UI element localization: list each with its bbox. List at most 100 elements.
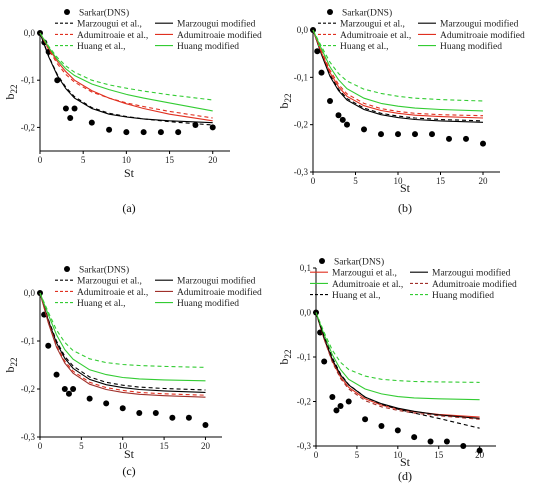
y-tick-label: -0,2 [21,122,35,132]
series-line [39,292,206,368]
legend-label: Huang et al., [332,291,381,301]
legend-marker [319,258,325,264]
data-point [103,400,110,407]
data-point [65,390,72,397]
y-tick-label: -0,3 [297,441,312,451]
y-tick-label: 0,0 [24,288,36,298]
panel-1: 0 5 10 15 200,0-0,1-0,2Stb22(a)Sarkar(DNS)Ma… [3,8,262,216]
data-point [463,135,469,142]
data-point [337,402,344,409]
x-tick-label: 15 [165,155,175,165]
data-point [67,114,74,121]
legend-label: Huang modified [177,41,239,52]
data-point [152,410,159,416]
data-point [318,69,325,76]
y-tick-label: -0,2 [21,384,35,394]
series-line [312,29,484,119]
data-point [333,407,340,414]
legend-label: Huang et al., [340,42,389,52]
x-tick-label: 5 [81,155,86,165]
x-tick-label: 15 [434,450,444,460]
data-point [123,129,130,136]
data-point [378,131,384,138]
x-tick-label: 0 [311,176,316,186]
series-line [39,32,213,101]
data-point [45,342,52,349]
legend-label: Marzougui modified [177,19,256,30]
series-line [39,32,213,119]
y-axis-label-subscript: 22 [283,350,293,359]
panel-label: (d) [398,469,412,483]
data-point [446,135,452,142]
data-point [394,427,401,434]
y-axis-label-subscript: 22 [283,94,293,103]
data-point [70,386,77,392]
data-point [335,112,342,119]
legend: Sarkar(DNS)Marzougui et al., Marzougui mo… [318,8,525,52]
data-point [61,386,68,392]
legend-label: Huang modified [432,290,494,301]
data-point [185,414,192,421]
x-tick-label: 20 [475,450,485,460]
y-tick-label: 0,1 [300,263,311,273]
data-point [175,129,182,136]
x-tick-label: 0 [38,155,43,165]
data-point [329,394,336,401]
x-axis-label: St [400,181,411,195]
legend-label: Marzougui modified [432,268,511,279]
data-point [460,443,467,449]
data-point [86,395,93,402]
legend-label: Marzougui et al., [332,269,397,279]
legend: Sarkar(DNS)Marzougui et al., Marzougui mo… [55,265,262,309]
x-tick-label: 20 [208,155,218,165]
x-axis-label: St [124,447,135,461]
data-point [429,131,435,138]
x-tick-label: 10 [118,441,128,451]
data-point [140,129,147,136]
y-tick-label: -0,3 [21,432,36,442]
data-point [345,398,352,405]
legend-label: Marzougui et al., [77,20,142,30]
data-point [321,358,328,365]
y-tick-label: -0,1 [21,75,35,85]
series-line [315,312,480,419]
x-tick-label: 0 [38,441,43,451]
legend-label: Huang et al., [77,299,126,309]
y-axis-label: b22 [277,350,293,365]
x-tick-label: 10 [122,155,132,165]
y-tick-label: -0,1 [294,72,308,82]
y-axis-label-subscript: 22 [9,358,19,367]
x-tick-label: 0 [314,450,319,460]
legend-label: Adumitroaie modified [177,287,262,298]
data-point [476,447,483,454]
y-axis-label: b22 [277,94,293,109]
y-axis-label: b22 [3,358,19,373]
panel-label: (a) [122,201,135,215]
series-line [312,29,484,117]
panel-label: (c) [122,464,135,478]
legend-label: Marzougui modified [177,276,256,287]
data-point [209,124,216,131]
legend-label: Adumitroaie modified [440,30,525,41]
data-point [202,422,209,428]
data-point [169,414,176,421]
legend-label: Sarkar(DNS) [79,265,129,276]
y-tick-label: -0,1 [21,336,35,346]
x-axis-label: St [124,166,135,180]
series-line [315,312,480,401]
data-point [411,434,418,441]
data-point [443,438,450,445]
legend-label: Marzougui et al., [340,20,405,30]
x-axis-label: St [400,455,411,469]
series-line [315,312,480,418]
panel-2: 0 5 10 15 20 0,0 -0,1 -0,2 -0,3 St b22 (b) Sarkar(DN… [277,8,525,216]
series-line [39,292,206,396]
series-line [39,32,213,112]
legend: Sarkar(DNS)Marzougui et al., Marzougui mo… [55,8,262,52]
series-line [315,312,480,383]
data-point [136,410,143,416]
legend-label: Adumitroaie modified [177,30,262,41]
y-tick-label: 0,0 [297,25,309,35]
